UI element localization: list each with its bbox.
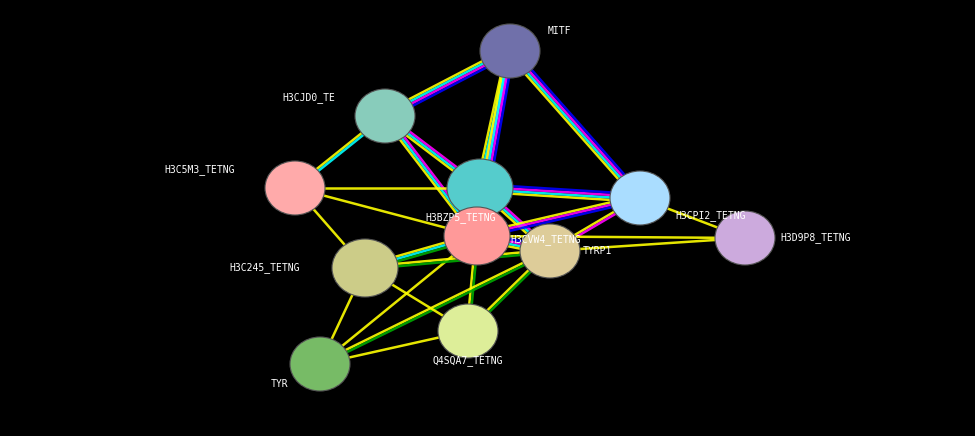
Text: H3CJD0_TE: H3CJD0_TE (282, 92, 335, 103)
Text: H3C5M3_TETNG: H3C5M3_TETNG (165, 164, 235, 175)
Text: TYRP1: TYRP1 (583, 246, 612, 256)
Ellipse shape (447, 159, 513, 217)
Text: H3CPI2_TETNG: H3CPI2_TETNG (675, 211, 746, 221)
Text: H3CVW4_TETNG: H3CVW4_TETNG (510, 235, 580, 245)
Ellipse shape (520, 224, 580, 278)
Ellipse shape (480, 24, 540, 78)
Ellipse shape (444, 207, 510, 265)
Ellipse shape (715, 211, 775, 265)
Text: MITF: MITF (548, 26, 571, 36)
Ellipse shape (610, 171, 670, 225)
Ellipse shape (290, 337, 350, 391)
Ellipse shape (438, 304, 498, 358)
Text: Q4SQA7_TETNG: Q4SQA7_TETNG (433, 355, 503, 366)
Ellipse shape (265, 161, 325, 215)
Ellipse shape (332, 239, 398, 297)
Text: TYR: TYR (271, 379, 289, 389)
Text: H3C245_TETNG: H3C245_TETNG (229, 262, 300, 273)
Text: H3D9P8_TETNG: H3D9P8_TETNG (780, 232, 850, 243)
Ellipse shape (355, 89, 415, 143)
Text: H3BZP5_TETNG: H3BZP5_TETNG (425, 212, 495, 224)
